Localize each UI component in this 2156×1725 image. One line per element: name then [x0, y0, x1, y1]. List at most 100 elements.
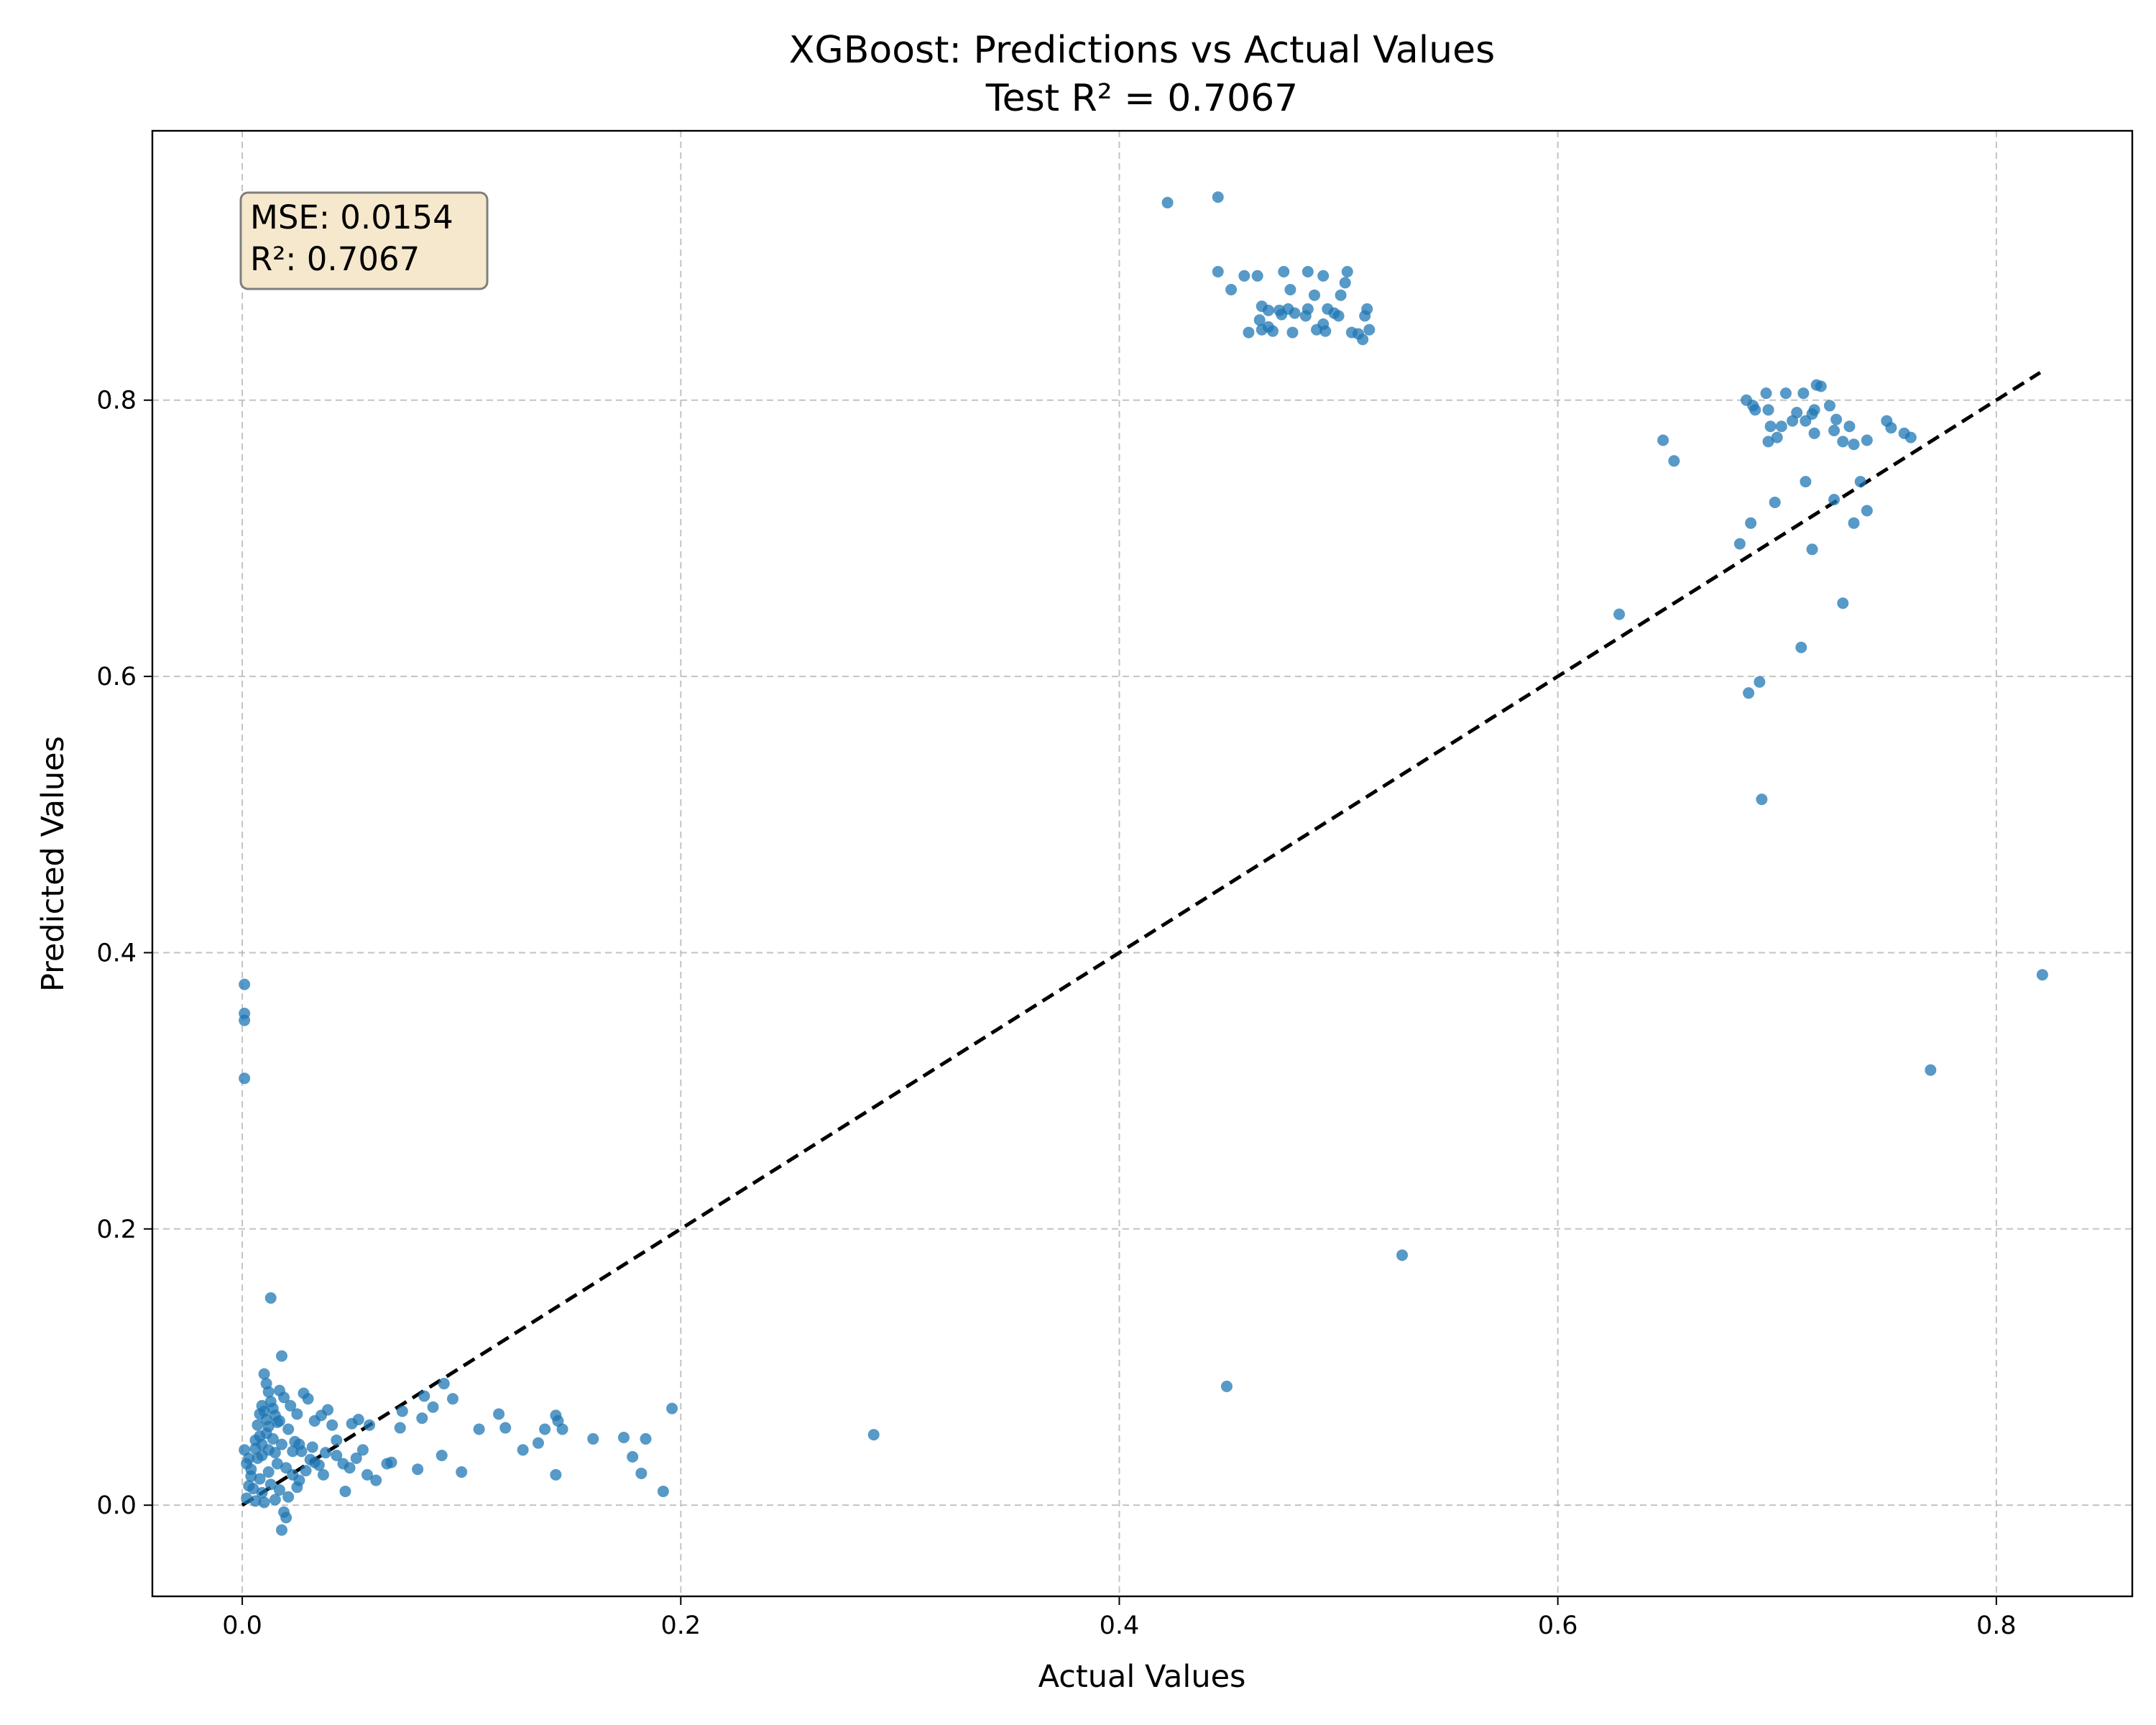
data-point	[1341, 266, 1353, 278]
data-point	[1808, 427, 1820, 439]
data-point	[1769, 496, 1781, 508]
y-tick-label: 0.4	[96, 939, 137, 967]
x-tick-label: 0.2	[660, 1611, 701, 1640]
data-point	[640, 1432, 652, 1445]
data-point	[1848, 517, 1860, 529]
data-point	[1396, 1249, 1409, 1261]
data-point	[1613, 608, 1626, 620]
data-point	[1212, 191, 1224, 203]
data-point	[276, 1438, 288, 1450]
data-point	[1745, 517, 1757, 529]
data-point	[1733, 538, 1746, 550]
x-axis-ticks: 0.0 0.2 0.4 0.6 0.8	[222, 1596, 2017, 1640]
data-point	[245, 1463, 257, 1476]
data-point	[493, 1408, 505, 1420]
data-point	[339, 1485, 351, 1497]
data-point	[273, 1484, 285, 1496]
data-point	[1357, 334, 1369, 346]
data-points	[239, 191, 2048, 1536]
data-point	[1775, 420, 1787, 433]
data-point	[1308, 289, 1320, 301]
data-point	[1762, 436, 1774, 448]
x-tick-label: 0.0	[222, 1611, 262, 1640]
data-point	[262, 1386, 275, 1398]
data-point	[1317, 318, 1330, 331]
data-point	[243, 1480, 255, 1492]
data-point	[1335, 289, 1347, 301]
data-point	[1212, 266, 1224, 278]
data-point	[1743, 687, 1755, 699]
data-point	[1823, 400, 1835, 412]
x-axis-label: Actual Values	[1038, 1659, 1246, 1695]
data-point	[1800, 415, 1812, 427]
data-point	[331, 1449, 343, 1461]
data-point	[436, 1449, 448, 1461]
data-point	[1749, 404, 1761, 416]
r2-annotation-text: R²: 0.7067	[250, 240, 420, 278]
data-point	[1815, 380, 1827, 392]
data-point	[239, 1444, 251, 1456]
grid	[152, 131, 2132, 1596]
data-point	[867, 1429, 880, 1441]
data-point	[276, 1524, 288, 1536]
data-point	[1359, 310, 1371, 322]
perfect-prediction-line	[241, 371, 2042, 1507]
data-point	[1339, 277, 1351, 289]
data-point	[617, 1431, 630, 1443]
plot-frame	[151, 129, 2134, 1598]
x-tick-label: 0.4	[1100, 1611, 1140, 1640]
data-point	[1797, 387, 1810, 400]
data-point	[1787, 415, 1799, 427]
data-point	[252, 1419, 264, 1431]
data-point	[657, 1485, 669, 1497]
data-point	[1754, 676, 1766, 688]
data-point	[344, 1462, 356, 1474]
data-point	[291, 1481, 303, 1494]
data-point	[239, 1014, 251, 1026]
data-point	[264, 1478, 277, 1491]
data-point	[438, 1378, 450, 1390]
data-point	[446, 1393, 459, 1405]
data-point	[1289, 307, 1301, 319]
data-point	[356, 1444, 369, 1456]
data-point	[1806, 543, 1818, 556]
data-point	[1843, 420, 1856, 433]
data-point	[1764, 420, 1777, 433]
data-point	[1238, 270, 1250, 282]
y-tick-label: 0.8	[96, 387, 137, 415]
data-point	[427, 1401, 439, 1413]
data-point	[256, 1486, 268, 1499]
metrics-annotation: MSE: 0.0154 R²: 0.7067	[239, 191, 489, 290]
data-point	[352, 1414, 364, 1426]
data-point	[350, 1452, 362, 1464]
y-tick-label: 0.0	[96, 1491, 137, 1520]
y-tick-label: 0.6	[96, 663, 137, 691]
data-point	[269, 1494, 281, 1506]
data-point	[1225, 284, 1238, 296]
data-point	[258, 1496, 270, 1509]
data-point	[1885, 422, 1897, 434]
data-point	[666, 1402, 678, 1414]
mse-annotation-text: MSE: 0.0154	[250, 198, 453, 236]
data-point	[1760, 387, 1772, 400]
data-point	[322, 1404, 334, 1416]
data-point	[635, 1467, 648, 1479]
data-point	[293, 1438, 305, 1450]
data-point	[239, 1072, 251, 1085]
data-point	[331, 1434, 343, 1446]
data-point	[1332, 310, 1345, 322]
data-point	[300, 1465, 312, 1477]
data-point	[1925, 1064, 1937, 1076]
data-point	[317, 1468, 329, 1481]
data-point	[254, 1408, 266, 1420]
data-point	[364, 1419, 376, 1431]
data-point	[385, 1456, 397, 1468]
data-point	[302, 1393, 314, 1405]
data-point	[241, 1492, 253, 1504]
data-point	[473, 1423, 485, 1435]
data-point	[1828, 425, 1841, 437]
data-point	[1837, 597, 1849, 610]
data-point	[1251, 270, 1263, 282]
data-point	[1861, 434, 1873, 446]
